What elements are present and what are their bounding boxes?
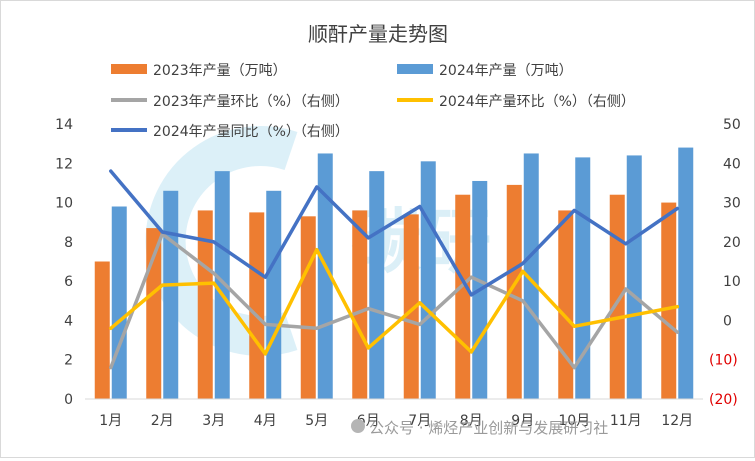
y-tick-label: 4: [64, 313, 73, 329]
bar: [403, 214, 419, 399]
x-tick-label: 4月: [254, 413, 277, 429]
bar: [558, 210, 574, 399]
x-tick-label: 9月: [511, 413, 534, 429]
legend-label: 2024年产量同比（%）（右侧）: [153, 124, 349, 140]
y-tick-label: 2: [64, 353, 73, 369]
legend-swatch: [397, 64, 433, 74]
series-line: [109, 232, 680, 370]
bar: [626, 155, 642, 399]
x-tick-label: 2月: [151, 413, 174, 429]
y2-tick-label: 50: [723, 117, 741, 133]
x-tick-label: 11月: [610, 413, 642, 429]
bar: [197, 210, 213, 399]
y-tick-label: 12: [55, 156, 73, 172]
x-tick-label: 12月: [661, 413, 693, 429]
y2-tick-label: (20): [709, 392, 738, 408]
lines: [109, 169, 680, 370]
bar: [214, 171, 230, 399]
bar: [678, 147, 694, 399]
bar: [163, 190, 179, 399]
bar: [317, 153, 333, 399]
bar: [249, 212, 265, 399]
axes: 0 2 4 6 8 10 12 14 (20) (10) 0 10 20 30 40 50 1月 2月 3月 4月 5月…: [55, 117, 741, 429]
bar: [523, 153, 539, 399]
y2-tick-label: 30: [723, 196, 741, 212]
y-tick-label: 14: [55, 117, 73, 133]
bar: [420, 161, 436, 399]
bar: [609, 194, 625, 399]
bar: [146, 228, 162, 399]
bar: [369, 171, 385, 399]
bar: [506, 184, 522, 399]
legend-label: 2023年产量（万吨）: [153, 63, 287, 79]
x-tick-label: 1月: [99, 413, 122, 429]
legend-label: 2024年产量（万吨）: [439, 63, 573, 79]
bar: [94, 261, 110, 399]
y-tick-label: 8: [64, 235, 73, 251]
bar: [266, 190, 282, 399]
legend: 2023年产量（万吨） 2024年产量（万吨） 2023年产量环比（%）（右侧） 20…: [111, 63, 635, 140]
bar: [300, 216, 316, 399]
chart-title: 顺酐产量走势图: [308, 22, 448, 46]
x-tick-label: 8月: [460, 413, 483, 429]
y-tick-label: 6: [64, 274, 73, 290]
legend-swatch: [111, 64, 147, 74]
legend-label: 2023年产量环比（%）（右侧）: [153, 94, 349, 110]
x-tick-label: 5月: [305, 413, 328, 429]
bar: [661, 202, 677, 399]
y2-tick-label: 0: [723, 313, 732, 329]
x-tick-label: 3月: [202, 413, 225, 429]
wechat-icon: [351, 419, 365, 433]
y-tick-label: 10: [55, 196, 73, 212]
bar: [352, 210, 368, 399]
series-line: [109, 169, 680, 297]
x-tick-label: 10月: [558, 413, 590, 429]
y-tick-label: 0: [64, 392, 73, 408]
bar: [111, 206, 127, 399]
y2-tick-label: (10): [709, 353, 738, 369]
series-line: [109, 247, 680, 356]
x-tick-label: 7月: [408, 413, 431, 429]
y2-tick-label: 10: [723, 274, 741, 290]
watermark-text: 公众号 · 烯烃产业创新与发展研习社: [369, 419, 609, 437]
legend-label: 2024年产量环比（%）（右侧）: [439, 94, 635, 110]
y2-tick-label: 40: [723, 156, 741, 172]
bar: [455, 194, 471, 399]
y2-tick-label: 20: [723, 235, 741, 251]
